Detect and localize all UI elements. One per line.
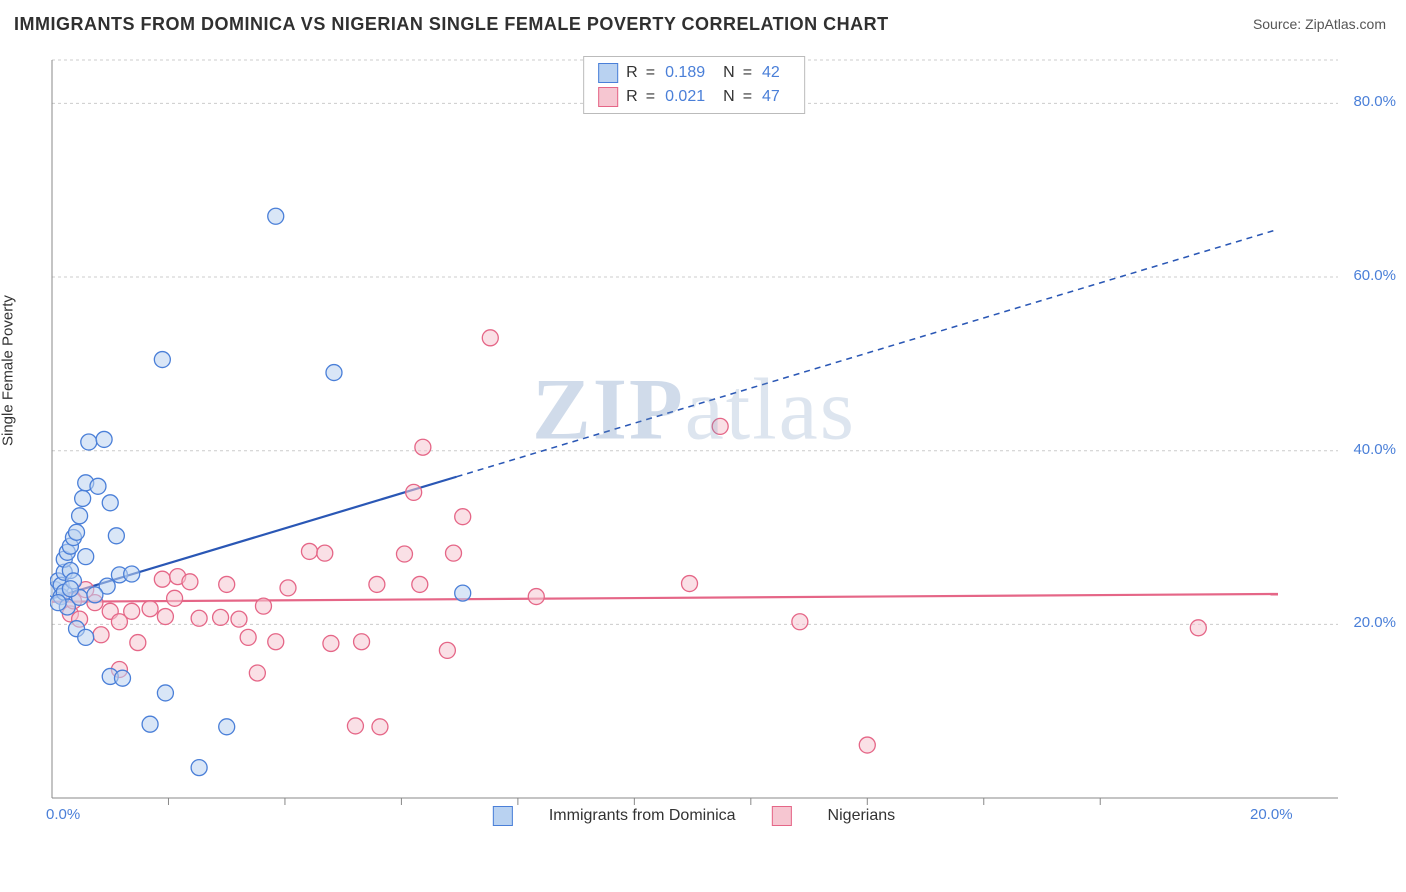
swatch-pink-icon [772, 806, 792, 826]
x-tick-label: 20.0% [1250, 806, 1293, 823]
series-a-label: Immigrants from Dominica [549, 807, 736, 825]
source-value: ZipAtlas.com [1305, 16, 1386, 32]
swatch-pink-icon [598, 87, 618, 107]
swatch-blue-icon [598, 63, 618, 83]
y-tick-label: 20.0% [1353, 614, 1396, 631]
legend-row-b: R = 0.021 N = 47 [598, 87, 790, 107]
source-label: Source: [1253, 16, 1305, 32]
r-value-a: 0.189 [665, 64, 705, 82]
n-value-b: 47 [762, 88, 780, 106]
y-tick-label: 40.0% [1353, 441, 1396, 458]
y-tick-label: 60.0% [1353, 267, 1396, 284]
source-attribution: Source: ZipAtlas.com [1253, 16, 1386, 32]
series-b-label: Nigerians [828, 807, 896, 825]
correlation-legend: R = 0.189 N = 42 R = 0.021 N = 47 [583, 56, 805, 114]
chart-title: IMMIGRANTS FROM DOMINICA VS NIGERIAN SIN… [14, 14, 889, 35]
n-label: N [723, 64, 735, 82]
chart-svg [50, 54, 1338, 828]
y-tick-label: 80.0% [1353, 93, 1396, 110]
r-value-b: 0.021 [665, 88, 705, 106]
r-label: R [626, 64, 638, 82]
swatch-blue-icon [493, 806, 513, 826]
legend-row-a: R = 0.189 N = 42 [598, 63, 790, 83]
plot-area: ZIPatlas R = 0.189 N = 42 R = 0.021 N = … [50, 54, 1338, 828]
series-legend: Immigrants from Dominica Nigerians [493, 806, 895, 826]
n-value-a: 42 [762, 64, 780, 82]
x-tick-label: 0.0% [46, 806, 80, 823]
y-axis-label: Single Female Poverty [0, 295, 17, 446]
